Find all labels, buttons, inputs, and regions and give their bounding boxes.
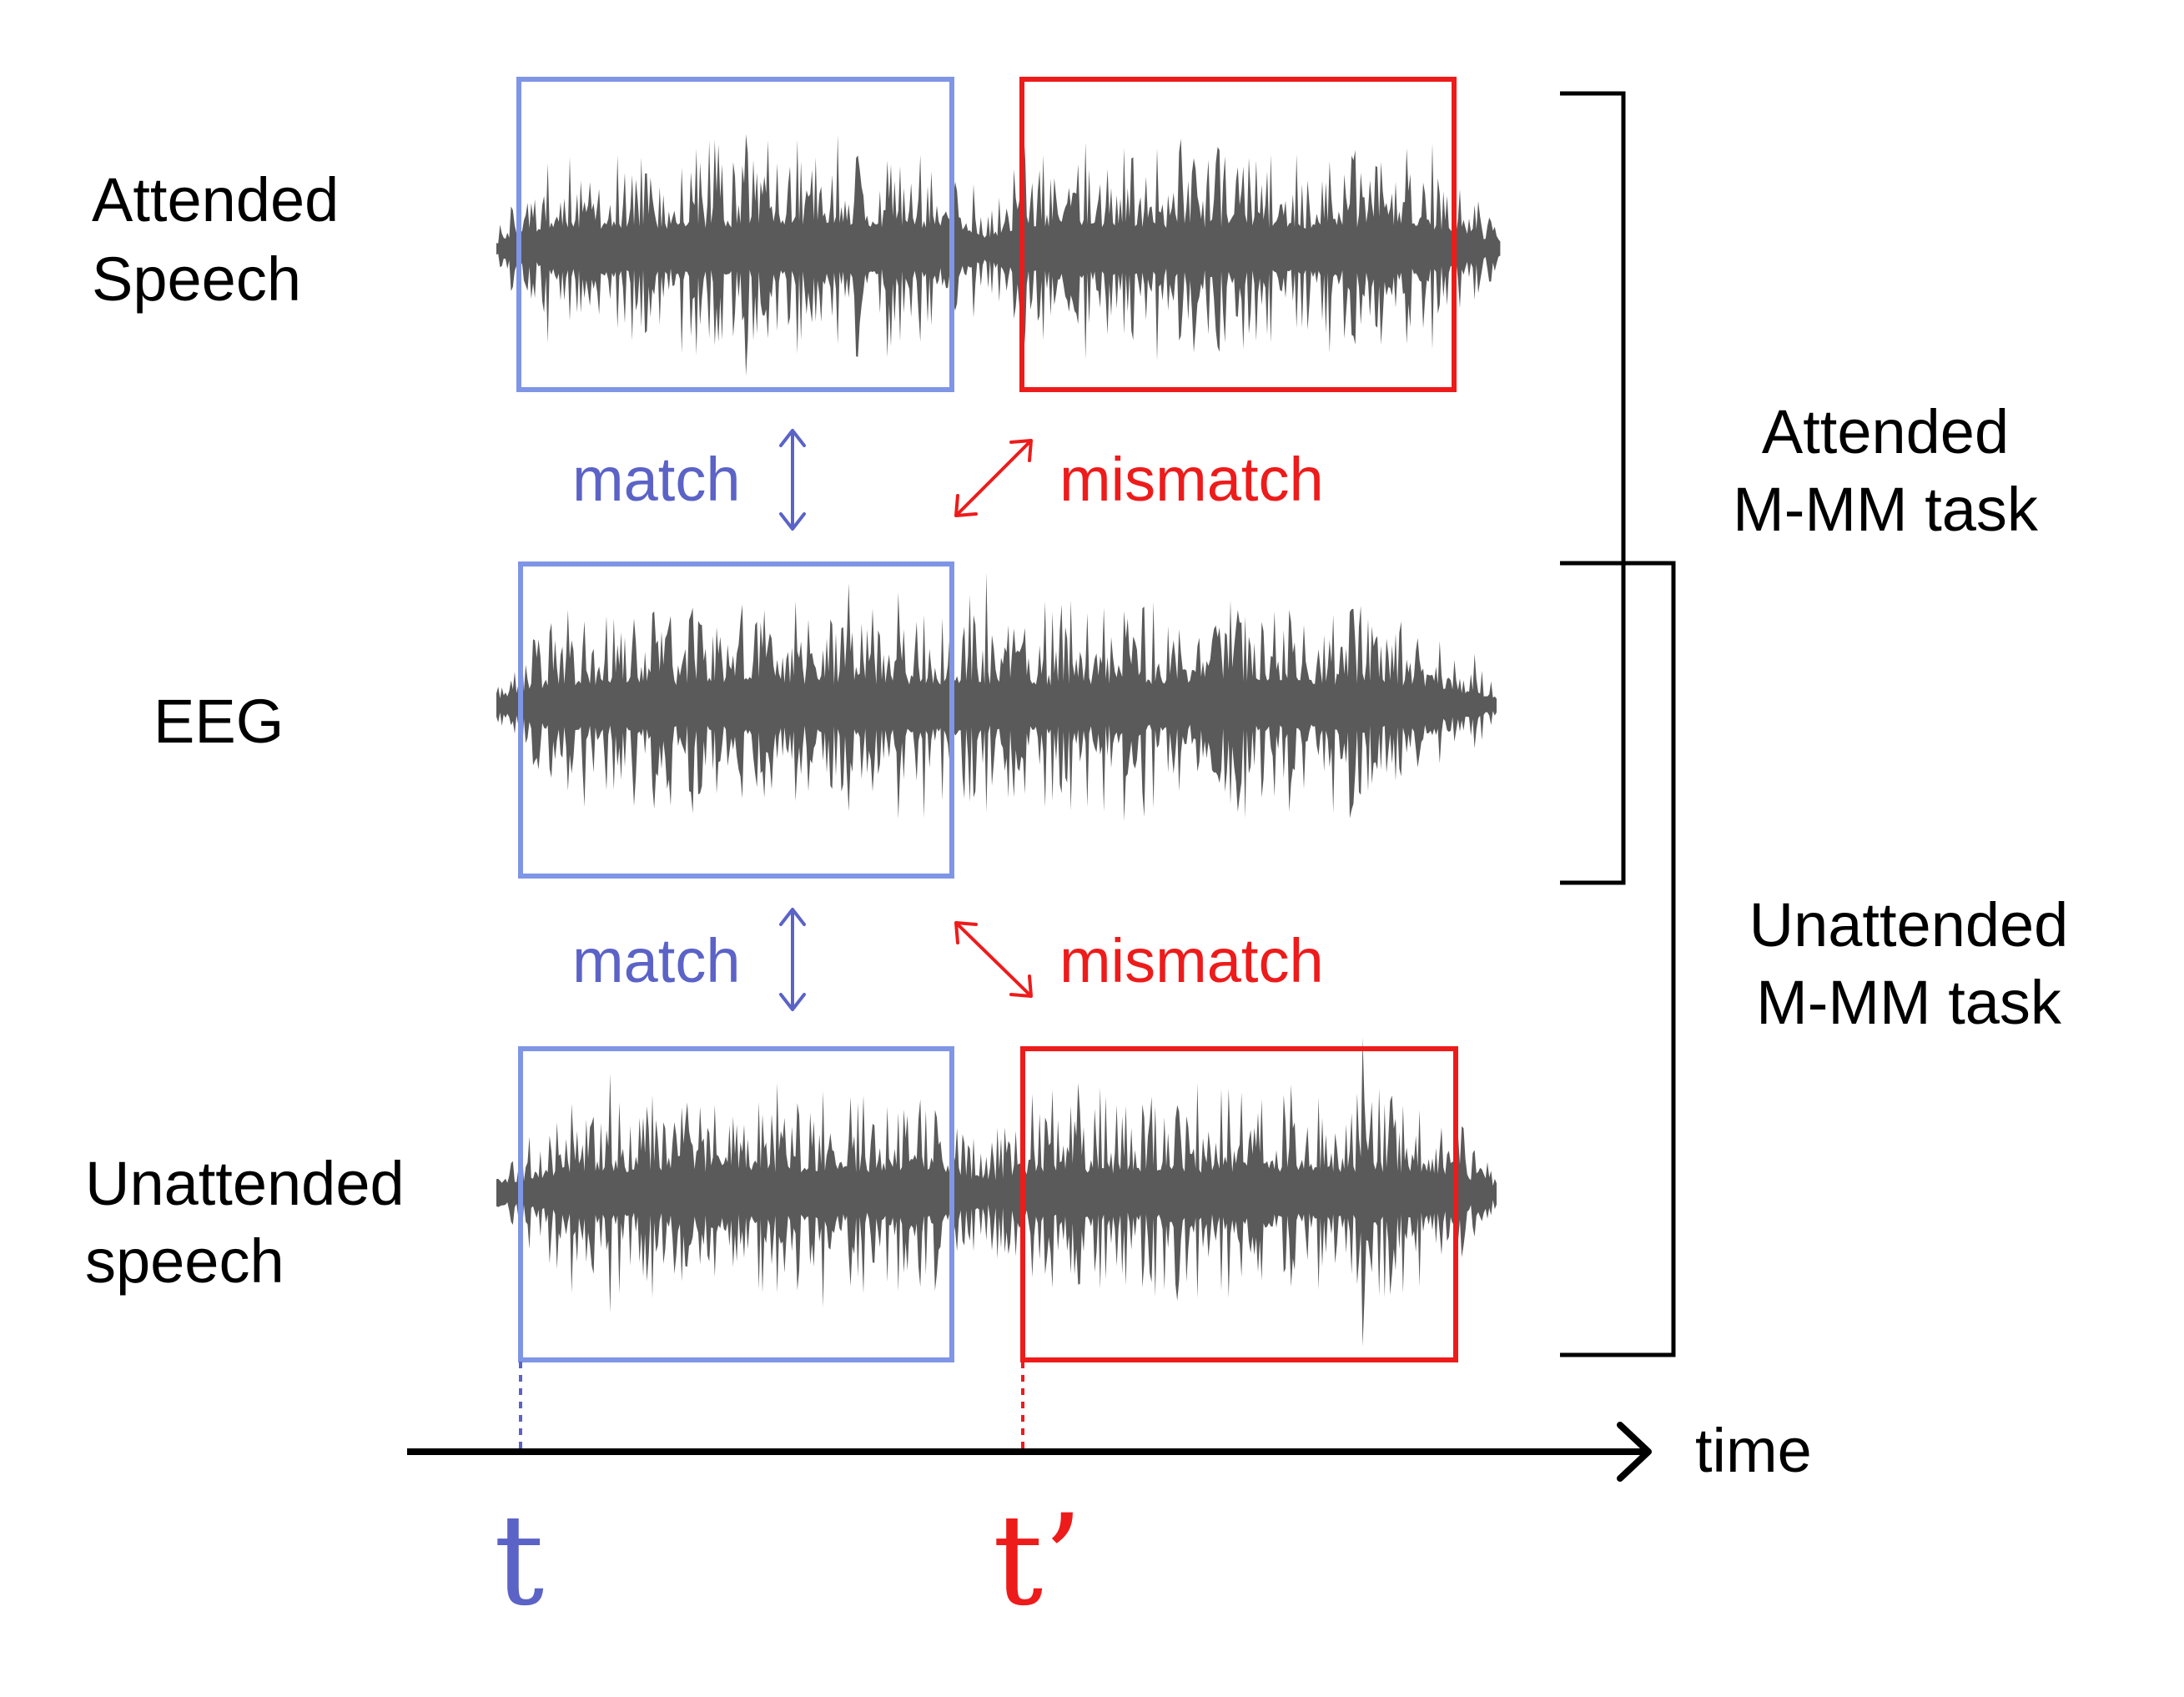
attended-speech-label-line2: Speech <box>92 244 301 314</box>
top-mismatch-label: mismatch <box>1059 445 1324 514</box>
eeg-waveform <box>496 572 1497 822</box>
eeg-label: EEG <box>153 687 284 756</box>
unattended-mismatch-window <box>1020 1046 1458 1362</box>
eeg-match-window <box>518 561 954 879</box>
unattended-task-label-line1: Unattended <box>1749 890 2069 959</box>
bottom-match-label: match <box>572 926 741 995</box>
attended-match-window <box>516 77 954 392</box>
attended-speech-label-line1: Attended <box>92 165 339 234</box>
t-prime-label: t’ <box>993 1488 1083 1634</box>
t-label: t <box>494 1488 544 1634</box>
attended-mismatch-window <box>1019 77 1457 392</box>
attended-task-label-line2: M-MM task <box>1733 475 2039 544</box>
unattended-task-bracket <box>1560 561 1676 1357</box>
unattended-speech-label-line1: Unattended <box>85 1149 405 1218</box>
bottom-match-arrow-icon <box>779 908 806 1011</box>
attended-task-bracket <box>1560 91 1626 885</box>
top-match-label: match <box>572 445 741 514</box>
unattended-speech-label-line2: speech <box>85 1226 284 1296</box>
unattended-match-window <box>518 1046 954 1362</box>
bottom-mismatch-label: mismatch <box>1059 926 1324 995</box>
unattended-task-label-line2: M-MM task <box>1756 968 2062 1037</box>
attended-speech-waveform <box>496 133 1501 376</box>
time-axis-label: time <box>1695 1416 1812 1485</box>
bottom-mismatch-arrow-icon <box>954 921 1033 998</box>
unattended-speech-waveform <box>496 1037 1497 1347</box>
time-axis-arrowhead-icon <box>1617 1422 1652 1482</box>
top-match-arrow-icon <box>779 429 806 531</box>
top-mismatch-arrow-icon <box>954 439 1033 517</box>
attended-task-label-line1: Attended <box>1762 397 2009 466</box>
